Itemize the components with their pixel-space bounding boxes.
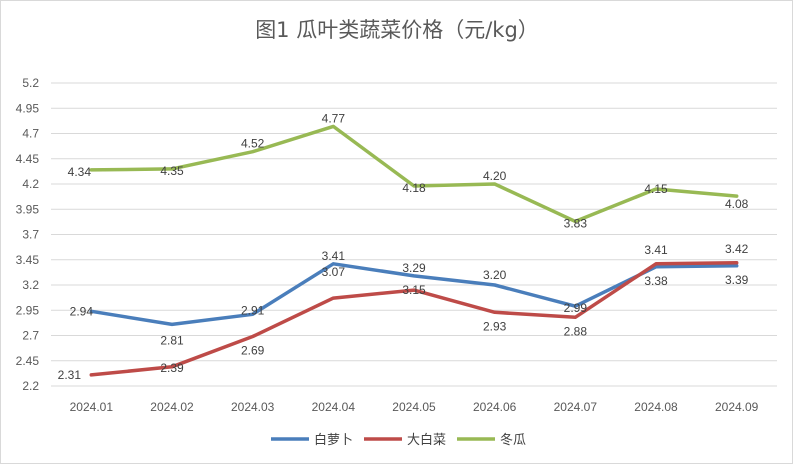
- legend-label: 白萝卜: [314, 432, 353, 448]
- data-label: 3.15: [402, 283, 426, 297]
- data-label: 2.91: [241, 303, 265, 317]
- data-label: 2.94: [70, 304, 94, 318]
- y-tick-label: 4.7: [22, 127, 39, 141]
- data-label: 3.07: [322, 265, 346, 279]
- data-label: 3.38: [644, 274, 668, 288]
- y-tick-label: 3.45: [16, 253, 40, 267]
- data-label: 4.34: [68, 165, 92, 179]
- x-tick-label: 2024.02: [150, 400, 194, 414]
- data-label: 3.42: [725, 242, 749, 256]
- data-label: 4.15: [644, 182, 668, 196]
- data-label: 2.99: [564, 301, 588, 315]
- y-tick-label: 4.95: [16, 101, 40, 115]
- y-tick-label: 4.2: [22, 177, 39, 191]
- series-line-3: [89, 124, 739, 224]
- legend: 白萝卜 大白菜 冬瓜: [271, 432, 526, 448]
- data-label: 2.81: [160, 333, 184, 347]
- y-tick-label: 5.2: [22, 76, 39, 90]
- x-tick-label: 2024.03: [231, 400, 275, 414]
- legend-label: 冬瓜: [500, 432, 526, 448]
- data-label: 4.77: [322, 111, 346, 125]
- y-tick-label: 2.95: [16, 303, 40, 317]
- y-tick-label: 2.2: [22, 379, 39, 393]
- series-line-2: [89, 261, 739, 377]
- series-lines: [89, 124, 739, 377]
- data-label: 4.20: [483, 169, 507, 183]
- data-label: 3.39: [725, 273, 749, 287]
- y-tick-label: 3.7: [22, 228, 39, 242]
- data-label: 2.88: [564, 324, 588, 338]
- data-label: 4.35: [160, 164, 184, 178]
- data-label: 3.41: [644, 243, 668, 257]
- y-tick-label: 2.45: [16, 354, 40, 368]
- x-tick-label: 2024.08: [634, 400, 678, 414]
- data-label: 2.93: [483, 319, 507, 333]
- y-tick-label: 4.45: [16, 152, 40, 166]
- gridlines: [51, 82, 777, 387]
- data-label: 3.20: [483, 268, 507, 282]
- data-label: 4.18: [402, 181, 426, 195]
- data-label: 4.52: [241, 137, 265, 151]
- data-label: 2.69: [241, 344, 265, 358]
- y-axis-ticks: 2.2 2.45 2.7 2.95 3.2 3.45 3.7 3.95 4.2 4.45 4.7 4.…: [16, 76, 40, 393]
- legend-label: 大白菜: [407, 432, 446, 448]
- x-tick-label: 2024.09: [715, 400, 759, 414]
- y-tick-label: 3.2: [22, 278, 39, 292]
- x-tick-label: 2024.05: [392, 400, 436, 414]
- data-label: 4.08: [725, 197, 749, 211]
- data-label: 2.31: [58, 368, 82, 382]
- chart-title: 图1 瓜叶类蔬菜价格（元/kg）: [255, 18, 539, 42]
- x-tick-label: 2024.06: [473, 400, 517, 414]
- data-label: 3.29: [402, 261, 426, 275]
- data-label: 3.41: [322, 249, 346, 263]
- x-axis-ticks: 2024.01 2024.02 2024.03 2024.04 2024.05 2024.…: [70, 400, 759, 414]
- x-tick-label: 2024.01: [70, 400, 114, 414]
- data-label: 3.83: [564, 216, 588, 230]
- data-labels: 2.94 2.81 2.91 3.41 3.29 3.20 2.99 3.38 3.39 2.31…: [58, 111, 749, 381]
- y-tick-label: 2.7: [22, 329, 39, 343]
- x-tick-label: 2024.04: [312, 400, 356, 414]
- y-tick-label: 3.95: [16, 202, 40, 216]
- x-tick-label: 2024.07: [554, 400, 598, 414]
- data-label: 2.39: [160, 361, 184, 375]
